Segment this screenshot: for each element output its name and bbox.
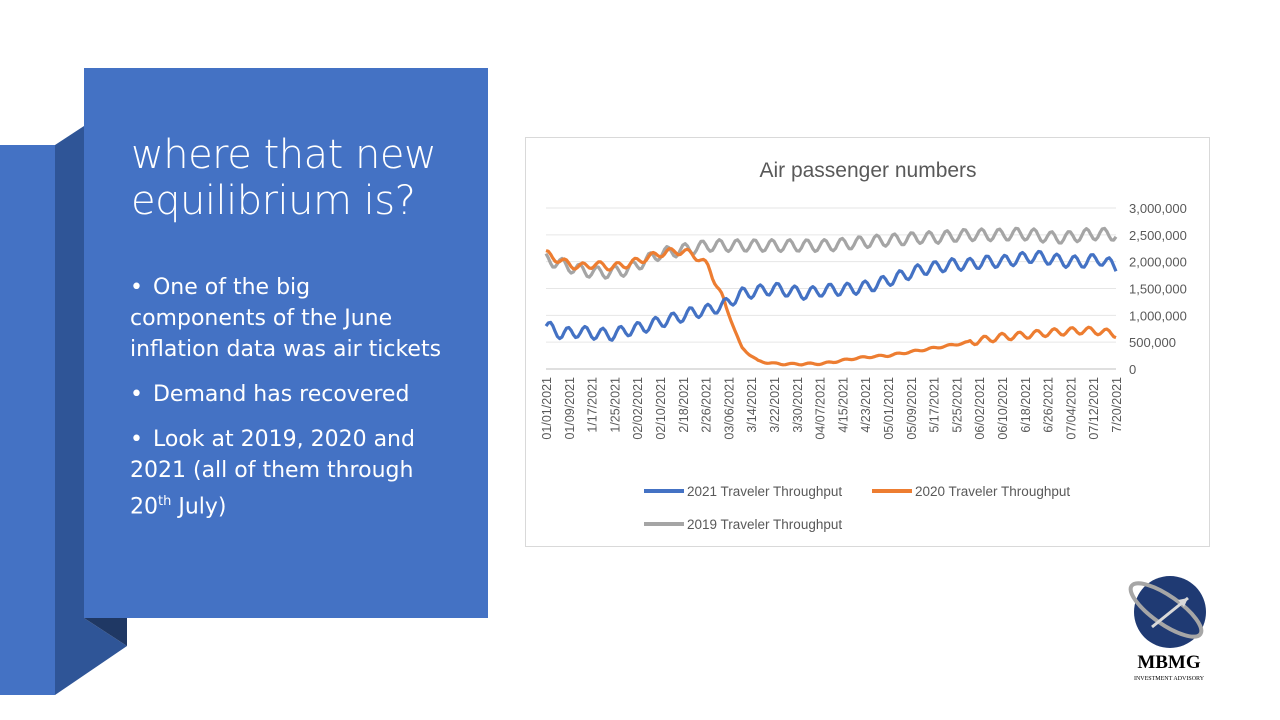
title-panel [84, 68, 488, 618]
y-tick-label: 1,500,000 [1129, 282, 1187, 297]
chart-series [544, 226, 1118, 367]
bullet-text-end: July) [171, 494, 227, 520]
x-tick-label: 5/17/2021 [928, 377, 942, 433]
bullet-dot-icon: • [130, 427, 143, 452]
x-tick-label: 02/02/2021 [631, 377, 645, 440]
y-tick-label: 2,000,000 [1129, 255, 1187, 270]
y-tick-label: 500,000 [1129, 335, 1176, 350]
x-tick-label: 7/20/2021 [1110, 377, 1124, 433]
x-tick-label: 3/14/2021 [745, 377, 759, 433]
chart-container: Air passenger numbers 3,000,000 2,500,000… [525, 137, 1210, 547]
x-tick-label: 02/10/2021 [654, 377, 668, 440]
chart-title: Air passenger numbers [759, 159, 976, 182]
x-tick-label: 03/06/2021 [722, 377, 736, 440]
bullet-item: • Look at 2019, 2020 and 2021 (all of the… [130, 424, 450, 522]
x-tick-label: 01/01/2021 [540, 377, 554, 440]
logo-subtitle: INVESTMENT ADVISORY [1134, 676, 1205, 682]
bullet-list: • One of the big components of the June i… [130, 272, 450, 536]
chart-legend: 2021 Traveler Throughput 2020 Traveler Th… [644, 484, 1070, 532]
x-axis-ticks: 01/01/2021 01/09/2021 1/17/2021 1/25/2021 02… [540, 377, 1124, 440]
series-line-2019 [544, 226, 1118, 280]
bullet-item: • Demand has recovered [130, 379, 450, 410]
x-tick-label: 06/10/2021 [996, 377, 1010, 440]
y-tick-label: 3,000,000 [1129, 201, 1187, 216]
globe-logo-icon: MBMG INVESTMENT ADVISORY [1128, 576, 1206, 682]
logo-name: MBMG [1137, 652, 1201, 673]
series-line-2021 [544, 249, 1118, 342]
bullet-item: • One of the big components of the June i… [130, 272, 450, 365]
x-tick-label: 6/26/2021 [1042, 377, 1056, 433]
x-tick-label: 06/02/2021 [973, 377, 987, 440]
x-tick-label: 07/12/2021 [1087, 377, 1101, 440]
x-tick-label: 3/30/2021 [791, 377, 805, 433]
x-tick-label: 2/18/2021 [677, 377, 691, 433]
x-tick-label: 1/17/2021 [586, 377, 600, 433]
x-tick-label: 2/26/2021 [700, 377, 714, 433]
y-axis-ticks: 3,000,000 2,500,000 2,000,000 1,500,000 1,00… [1129, 201, 1187, 377]
x-tick-label: 6/18/2021 [1019, 377, 1033, 433]
legend-label: 2021 Traveler Throughput [687, 484, 842, 499]
bullet-text: One of the big components of the June in… [130, 275, 442, 362]
x-tick-label: 4/15/2021 [836, 377, 850, 433]
x-tick-label: 5/25/2021 [950, 377, 964, 433]
y-tick-label: 1,000,000 [1129, 308, 1187, 323]
bullet-dot-icon: • [130, 275, 143, 300]
bullet-superscript: th [158, 494, 172, 509]
x-tick-label: 3/22/2021 [768, 377, 782, 433]
air-passenger-chart: Air passenger numbers 3,000,000 2,500,000… [540, 159, 1187, 532]
legend-label: 2020 Traveler Throughput [915, 484, 1070, 499]
x-tick-label: 4/23/2021 [859, 377, 873, 433]
ribbon-left-band [0, 145, 55, 695]
series-line-2020 [545, 247, 1117, 367]
x-tick-label: 07/04/2021 [1064, 377, 1078, 440]
bullet-dot-icon: • [130, 382, 143, 407]
x-tick-label: 1/25/2021 [608, 377, 622, 433]
x-tick-label: 05/01/2021 [882, 377, 896, 440]
mbmg-logo: MBMG INVESTMENT ADVISORY [1122, 572, 1217, 687]
slide-title: where that new equilibrium is? [131, 132, 437, 224]
x-tick-label: 05/09/2021 [905, 377, 919, 440]
legend-label: 2019 Traveler Throughput [687, 517, 842, 532]
y-tick-label: 2,500,000 [1129, 228, 1187, 243]
x-tick-label: 04/07/2021 [814, 377, 828, 440]
x-tick-label: 01/09/2021 [563, 377, 577, 440]
bullet-text: Look at 2019, 2020 and 2021 (all of them… [130, 427, 415, 520]
bullet-text: Demand has recovered [152, 382, 410, 407]
y-tick-label: 0 [1129, 362, 1136, 377]
